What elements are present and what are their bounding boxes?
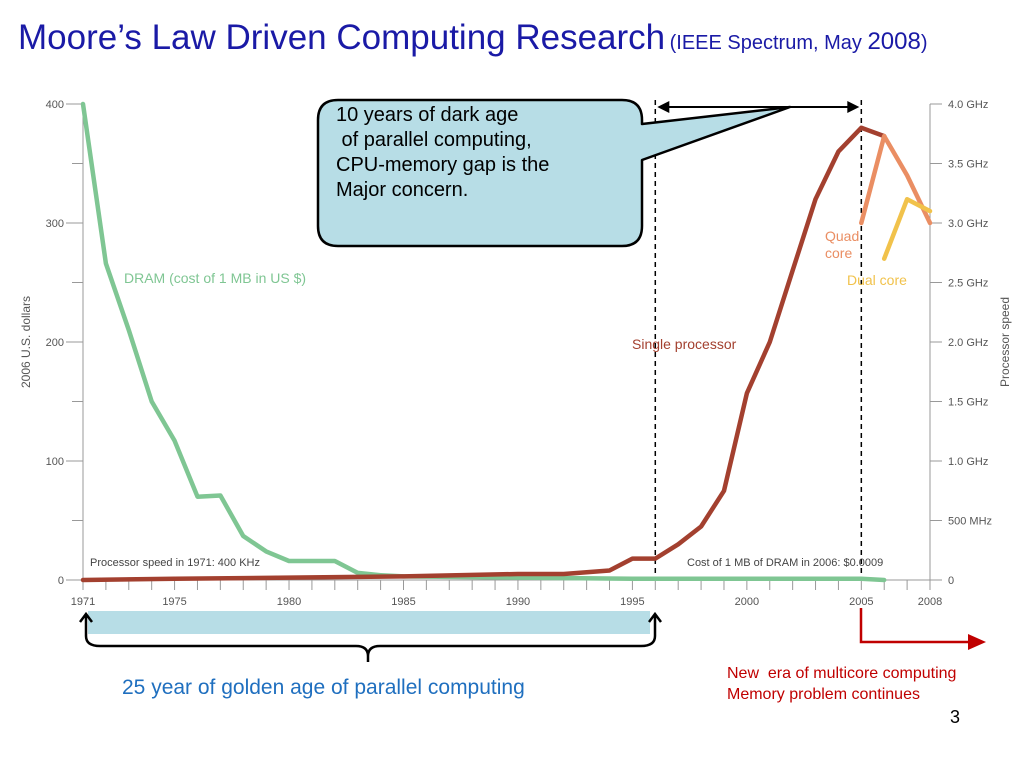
dram-2006-note: Cost of 1 MB of DRAM in 2006: $0.0009 [687,557,883,569]
golden-age-arrow-left [79,611,93,636]
dram-series-label: DRAM (cost of 1 MB in US $) [124,270,306,286]
quad-core-line [859,133,933,226]
y-right-axis-title: Processor speed [998,297,1012,387]
x-tick-label: 1990 [506,596,530,608]
golden-age-label: 25 year of golden age of parallel comput… [122,676,525,699]
slide-title: Moore’s Law Driven Computing Research (I… [18,18,928,58]
callout-text: 10 years of dark age of parallel computi… [336,104,550,201]
multicore-arrow [859,608,972,644]
x-tick-label: 2005 [849,596,873,608]
dark-age-arrow-head-left [657,101,670,113]
title-source: (IEEE Spectrum, May 2008) [669,28,928,55]
title-main: Moore’s Law Driven Computing Research [18,18,666,57]
y-left-axis-title: 2006 U.S. dollars [19,296,33,388]
y-right-tick-label: 500 MHz [948,516,992,528]
chart-labels: DRAM (cost of 1 MB in US $) Single proces… [90,228,907,569]
x-tick-label: 2008 [918,596,942,608]
y-right-tick-label: 3.5 GHz [948,159,988,171]
quad-core-label: Quad core [825,228,859,261]
x-tick-label: 2000 [735,596,759,608]
series [80,101,933,583]
processor-1971-note: Processor speed in 1971: 400 KHz [90,557,260,569]
golden-age-bar [88,611,650,634]
y-right-tick-label: 2.0 GHz [948,337,988,349]
x-tick-label: 1971 [71,596,95,608]
x-tick-label: 1985 [391,596,415,608]
single-processor-label: Single processor [632,336,737,352]
x-tick-label: 1995 [620,596,644,608]
y-right-tick-label: 4.0 GHz [948,99,988,111]
y-left-tick-label: 100 [46,456,64,468]
dual-core-line [881,196,933,261]
single-processor-line [80,125,887,583]
y-left-tick-label: 0 [58,575,64,587]
y-right-tick-label: 1.5 GHz [948,397,988,409]
y-right-tick-label: 3.0 GHz [948,218,988,230]
y-right-tick-label: 0 [948,575,954,587]
callout-bubble [316,98,792,248]
y-left-tick-label: 200 [46,337,64,349]
annotations [79,98,986,662]
guides [654,100,863,580]
dark-age-arrow-head-right [847,101,860,113]
x-tick-label: 1980 [277,596,301,608]
title-source-prefix: (IEEE Spectrum, May [669,32,868,54]
title-source-suffix: ) [920,32,928,54]
axes: 1971 1975 1980 1985 1990 1995 2000 2005 20080100… [19,99,1012,608]
dram-line [80,101,887,583]
y-right-tick-label: 2.5 GHz [948,278,988,290]
title-source-year: 2008 [867,28,921,55]
multicore-label: New era of multicore computing Memory pr… [727,665,957,703]
x-tick-label: 1975 [162,596,186,608]
multicore-arrow-head [968,634,986,650]
dual-core-label: Dual core [847,272,907,288]
page-number: 3 [950,707,961,727]
y-left-tick-label: 400 [46,99,64,111]
y-right-tick-label: 1.0 GHz [948,456,988,468]
golden-age-arrow-right [648,611,662,636]
golden-age-brace [84,635,657,662]
y-left-tick-label: 300 [46,218,64,230]
